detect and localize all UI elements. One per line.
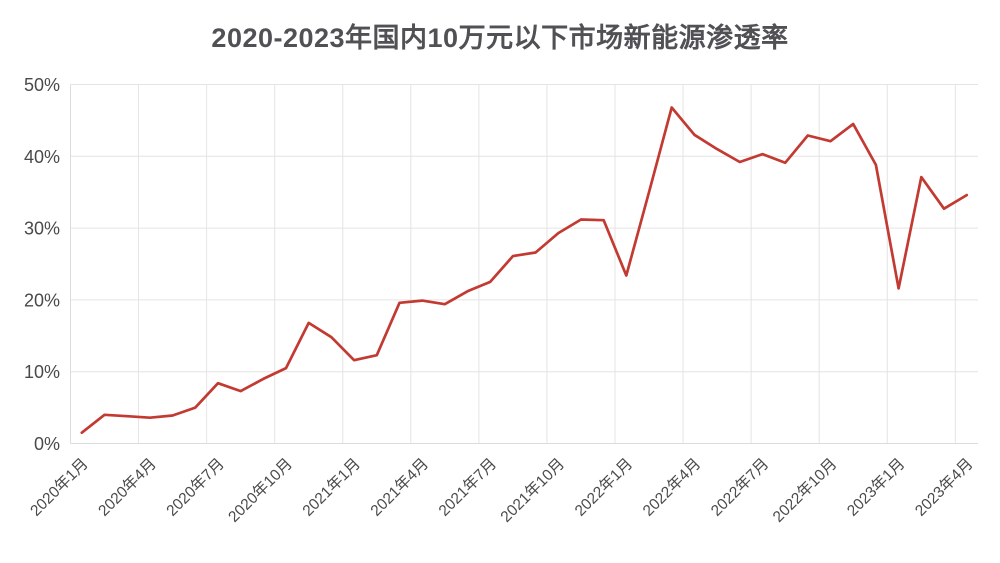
x-axis-tick-label: 2023年4月 bbox=[911, 455, 976, 520]
x-axis-tick-label: 2023年1月 bbox=[843, 455, 908, 520]
x-axis-tick-label: 2022年1月 bbox=[571, 455, 636, 520]
y-axis-tick-label: 0% bbox=[34, 434, 60, 454]
x-axis-tick-label: 2021年4月 bbox=[367, 455, 432, 520]
y-axis-tick-label: 30% bbox=[24, 219, 60, 239]
x-axis-tick-label: 2020年7月 bbox=[163, 455, 228, 520]
y-axis-tick-label: 10% bbox=[24, 362, 60, 382]
x-axis-tick-label: 2021年1月 bbox=[299, 455, 364, 520]
x-axis-tick-label: 2022年4月 bbox=[639, 455, 704, 520]
y-axis-tick-label: 20% bbox=[24, 290, 60, 310]
x-axis-tick-label: 2020年10月 bbox=[225, 455, 296, 526]
x-axis-tick-label: 2021年10月 bbox=[497, 455, 568, 526]
chart-title: 2020-2023年国内10万元以下市场新能源渗透率 bbox=[211, 23, 789, 53]
x-axis-tick-label: 2022年7月 bbox=[707, 455, 772, 520]
y-axis-tick-label: 40% bbox=[24, 147, 60, 167]
y-axis-tick-label: 50% bbox=[24, 75, 60, 95]
penetration-rate-series-line bbox=[80, 106, 969, 435]
x-axis-tick-label: 2020年4月 bbox=[95, 455, 160, 520]
x-axis-tick-label: 2022年10月 bbox=[769, 455, 840, 526]
x-axis-tick-label: 2021年7月 bbox=[435, 455, 500, 520]
x-axis-tick-label: 2020年1月 bbox=[27, 455, 92, 520]
